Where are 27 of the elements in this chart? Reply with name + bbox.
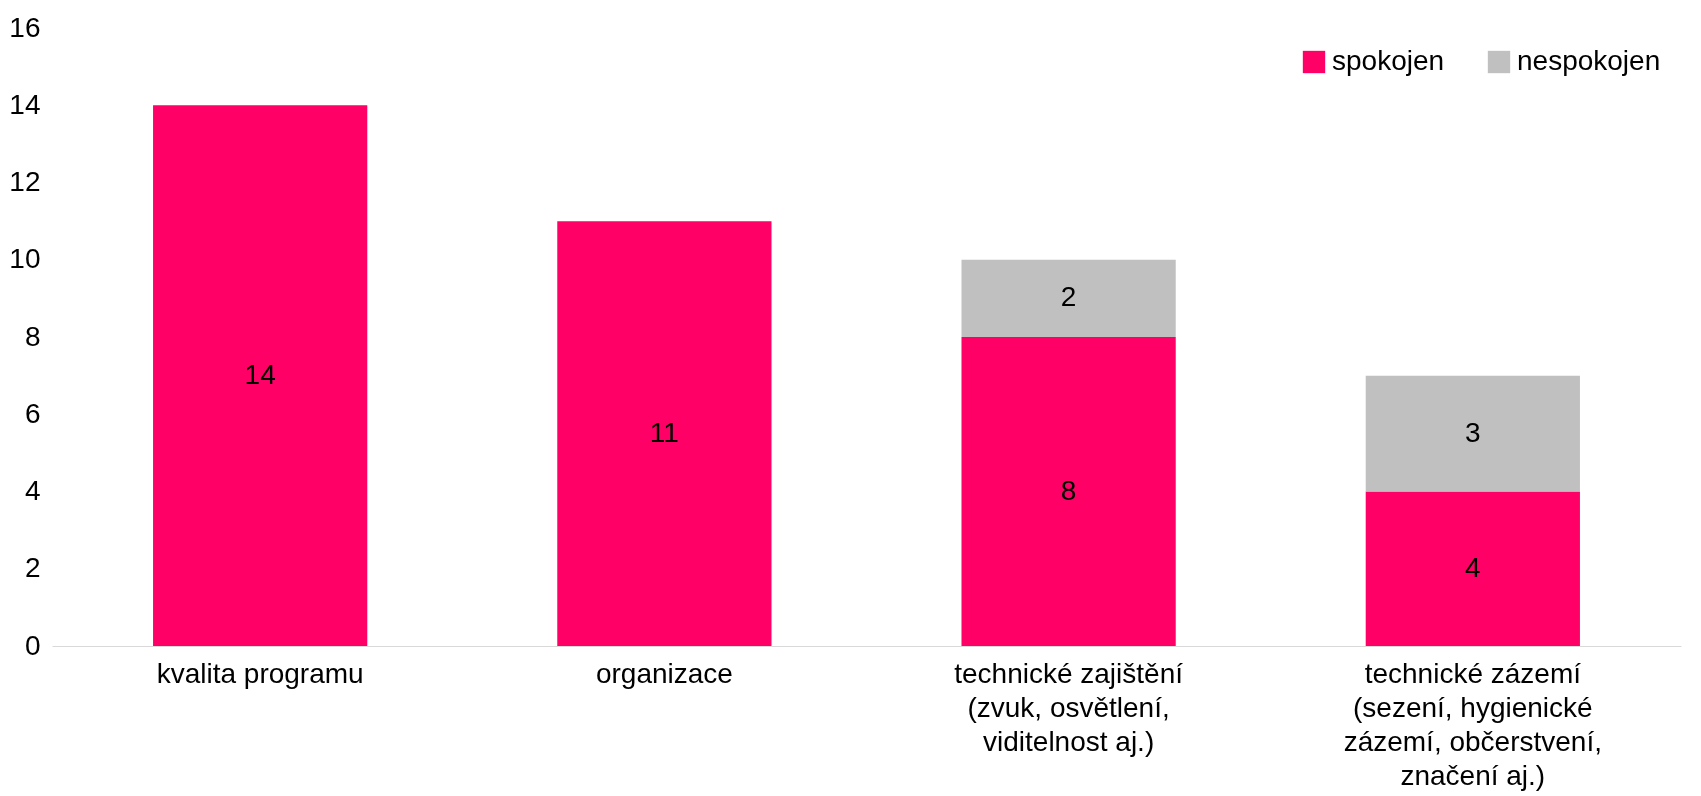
y-tick-label: 12 <box>9 166 41 197</box>
bar <box>961 337 1176 646</box>
legend-label: spokojen <box>1332 45 1445 76</box>
y-tick-label: 2 <box>24 552 41 584</box>
data-label: 2 <box>1060 281 1077 313</box>
y-tick-label: 6 <box>24 397 41 429</box>
data-label: 14 <box>244 358 276 390</box>
bar <box>557 221 772 646</box>
data-label: 3 <box>1465 416 1481 448</box>
y-tick-label: 16 <box>9 11 41 43</box>
x-tick-label: technické zázemí (sezení, hygienické zázemí, občerstvení, značení aj.) <box>1343 657 1602 791</box>
x-tick-label: organizace <box>595 657 733 689</box>
legend-label: nespokojen <box>1517 45 1661 76</box>
bar <box>1365 375 1580 492</box>
x-tick-label: technické zajištění (zvuk, osvětlení, viditelnost aj.) <box>954 657 1184 757</box>
bar <box>1365 491 1580 646</box>
y-tick-label: 14 <box>9 88 41 120</box>
y-tick-label: 4 <box>24 475 41 506</box>
data-label: 8 <box>1060 474 1077 506</box>
data-label: 4 <box>1465 551 1481 583</box>
data-label: 11 <box>649 416 679 448</box>
bar <box>961 259 1176 337</box>
y-tick-label: 10 <box>9 243 41 275</box>
bar <box>153 105 368 646</box>
y-tick-label: 8 <box>24 320 41 352</box>
y-tick-label: 0 <box>24 629 41 661</box>
x-tick-label: kvalita programu <box>156 657 364 689</box>
